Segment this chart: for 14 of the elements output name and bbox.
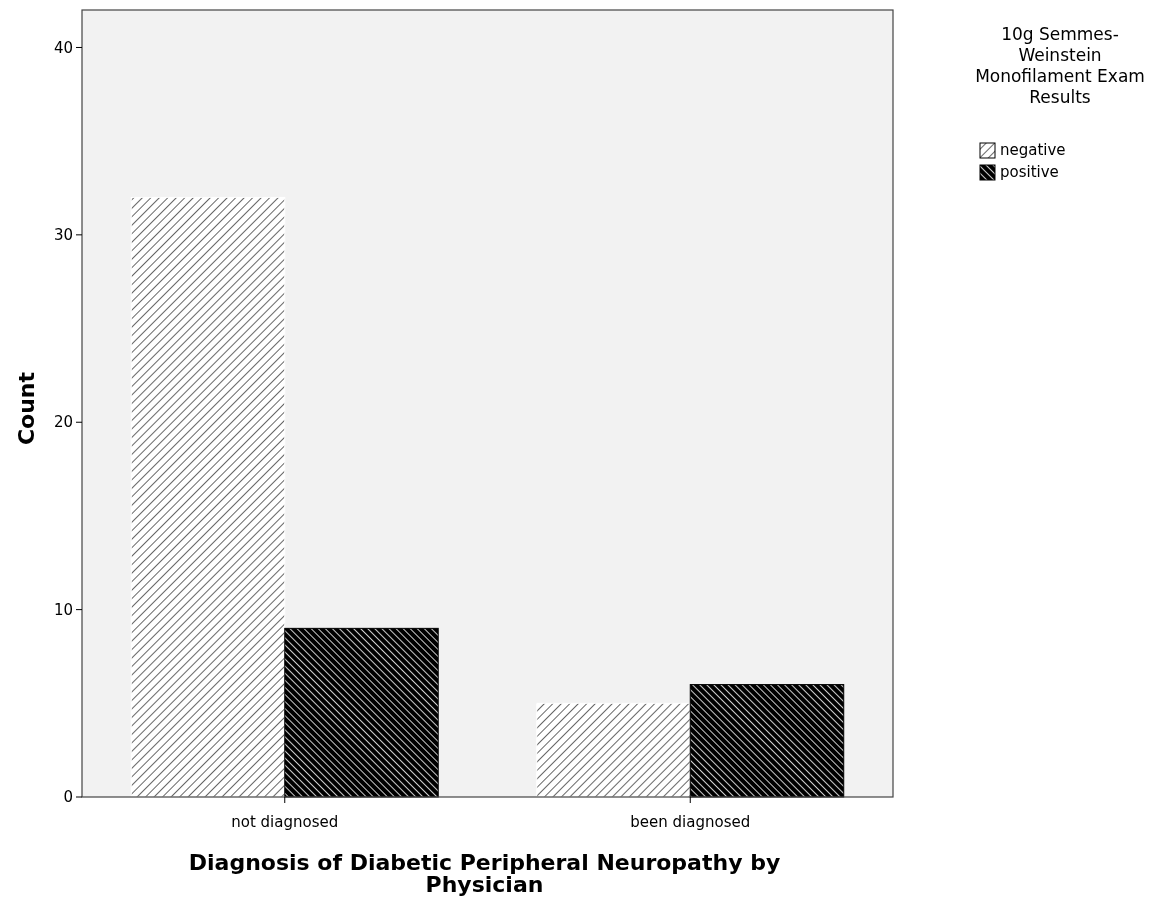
bar [130,196,286,798]
y-tick-label: 20 [53,413,73,432]
legend-title: 10g Semmes-Weinstein Monofilament Exam Results [975,24,1145,107]
y-tick-label: 10 [53,600,73,619]
x-tick-label: been diagnosed [630,813,751,831]
legend-label: positive [1000,163,1059,182]
legend-label: negative [1000,141,1066,160]
x-axis-title: Diagnosis of Diabetic Peripheral Neuropathy by Physician [188,850,781,897]
bar [536,702,691,798]
y-tick-label: 30 [53,226,73,245]
y-axis-title: Count [14,371,39,446]
y-tick-label: 0 [63,788,73,807]
y-tick-label: 40 [53,38,73,57]
x-tick-label: not diagnosed [231,813,339,831]
